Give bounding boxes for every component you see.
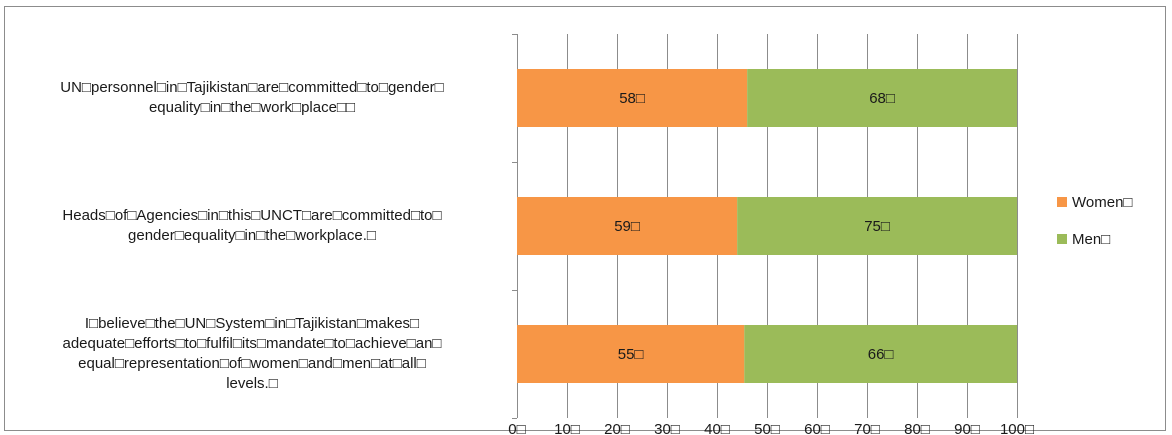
legend-label: Men□	[1072, 231, 1110, 248]
category-label: I□believe□the□UN□System□in□Tajikistan□ma…	[62, 315, 442, 392]
legend-swatch	[1057, 197, 1067, 207]
x-tick-label: 10□	[554, 421, 580, 435]
bar-men	[744, 325, 1017, 383]
data-label: 66□	[868, 346, 894, 363]
x-tick-label: 80□	[904, 421, 930, 435]
x-tick-label: 90□	[954, 421, 980, 435]
data-label: 58□	[619, 90, 645, 107]
category-label: UN□personnel□in□Tajikistan□are□committed…	[60, 79, 444, 116]
bar-men	[747, 69, 1017, 127]
x-tick-label: 50□	[754, 421, 780, 435]
x-tick-label: 20□	[604, 421, 630, 435]
data-label: 55□	[618, 346, 644, 363]
data-label: 59□	[614, 218, 640, 235]
data-label: 75□	[864, 218, 890, 235]
x-tick-label: 40□	[704, 421, 730, 435]
bar-women	[517, 69, 748, 127]
bar-women	[517, 197, 738, 255]
x-tick-label: 70□	[854, 421, 880, 435]
x-tick-label: 60□	[804, 421, 830, 435]
bar-women	[517, 325, 745, 383]
category-label: Heads□of□Agencies□in□this□UNCT□are□commi…	[62, 207, 442, 244]
data-label: 68□	[869, 90, 895, 107]
x-tick-label: 100□	[1000, 421, 1034, 435]
legend-label: Women□	[1072, 194, 1132, 211]
x-tick-label: 0□	[508, 421, 525, 435]
legend-swatch	[1057, 234, 1067, 244]
bar-men	[737, 197, 1017, 255]
x-tick-label: 30□	[654, 421, 680, 435]
